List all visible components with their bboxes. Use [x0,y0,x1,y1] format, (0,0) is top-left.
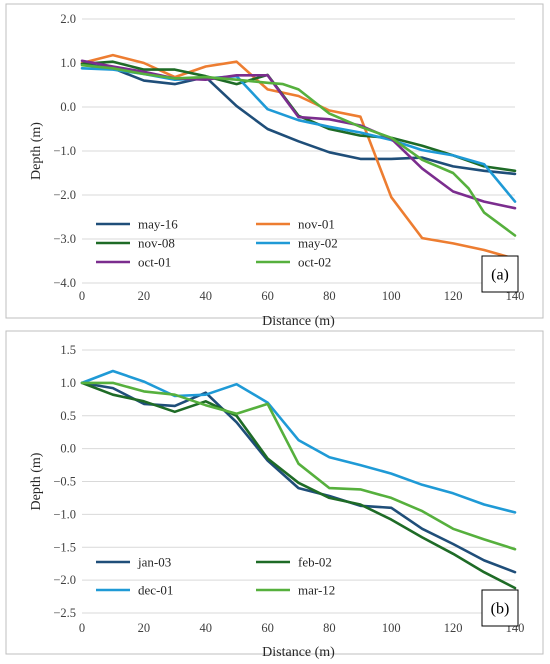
y-tick-label: 2.0 [60,12,76,26]
legend-label: may-02 [298,236,338,251]
panel-frame [5,3,544,319]
chart-panel-b: 1.5 1.0 0.5 0.0 −0.5 −1.0 −1.5 −2.0 −2.50 20 40 60 8… [5,330,544,660]
x-tick-label: 100 [382,621,401,635]
panel-label-text: (b) [491,601,510,618]
legend-item: dec-01 [96,583,173,598]
legend-item: may-16 [96,217,178,232]
y-tick-label: 0.5 [60,409,76,423]
y-tick-label: 1.0 [60,56,76,70]
x-tick-label: 0 [79,621,85,635]
y-tick-label: −4.0 [53,276,76,290]
x-tick-label: 40 [199,289,212,303]
panel-label-text: (a) [491,267,509,284]
x-axis-title: Distance (m) [262,645,335,660]
y-tick-label: −2.5 [53,606,76,620]
x-tick-label: 60 [261,621,274,635]
panel-frame [5,330,544,655]
legend-item: feb-02 [256,555,332,570]
y-tick-label: 0.0 [60,100,76,114]
series-line-oct-02 [80,63,517,237]
x-tick-label: 20 [138,289,151,303]
legend-label: may-16 [138,217,178,232]
panel-label-box [481,589,519,627]
x-tick-label: 120 [444,621,463,635]
legend-label: dec-01 [138,583,173,598]
x-tick-label: 40 [199,621,212,635]
y-tick-label: 0.0 [60,442,76,456]
series-line-oct-01 [80,59,517,210]
legend-label: feb-02 [298,555,332,570]
y-tick-label: −2.0 [53,573,76,587]
legend-item: oct-02 [256,255,331,270]
series-line-feb-02 [80,381,517,590]
series-line-may-16 [80,62,517,176]
y-tick-label: 1.5 [60,343,76,357]
y-tick-label: −1.0 [53,507,76,521]
panel-label-box [481,255,519,293]
chart-panel-a: 2.0 1.0 0.0 −1.0 −2.0 −3.0 −4.00 20 40 60 80 100 120… [5,3,544,329]
x-tick-label: 120 [444,289,463,303]
y-tick-label: −2.0 [53,188,76,202]
legend-item: nov-08 [96,236,175,251]
x-tick-label: 20 [138,621,151,635]
legend-label: oct-01 [138,255,171,270]
x-tick-label: 80 [323,621,336,635]
legend-item: may-02 [256,236,338,251]
panel-label: (b) [481,589,519,627]
legend-item: mar-12 [256,583,335,598]
legend-item: oct-01 [96,255,171,270]
y-tick-label: −0.5 [53,475,76,489]
legend-label: mar-12 [298,583,335,598]
panel-label: (a) [481,255,519,293]
legend-label: nov-01 [298,217,335,232]
series-line-nov-01 [80,53,517,261]
x-tick-label: 0 [79,289,85,303]
legend: jan-03 feb-02 dec-01 mar-12 [96,555,335,598]
legend-item: nov-01 [256,217,335,232]
y-tick-label: 1.0 [60,376,76,390]
series-line-dec-01 [80,369,517,514]
legend-item: jan-03 [96,555,171,570]
series-line-mar-12 [80,381,517,551]
legend-label: oct-02 [298,255,331,270]
y-tick-label: −1.0 [53,144,76,158]
x-tick-label: 80 [323,289,336,303]
legend-label: nov-08 [138,236,175,251]
y-tick-label: −3.0 [53,232,76,246]
y-axis-title: Depth (m) [29,452,44,510]
x-tick-label: 100 [382,289,401,303]
y-axis-title: Depth (m) [29,122,44,180]
x-axis-title: Distance (m) [262,314,335,329]
y-tick-label: −1.5 [53,540,76,554]
legend-label: jan-03 [137,555,171,570]
legend: may-16 nov-01 nov-08 may-02 oct-01 oct-02 [96,217,338,270]
x-tick-label: 60 [261,289,274,303]
